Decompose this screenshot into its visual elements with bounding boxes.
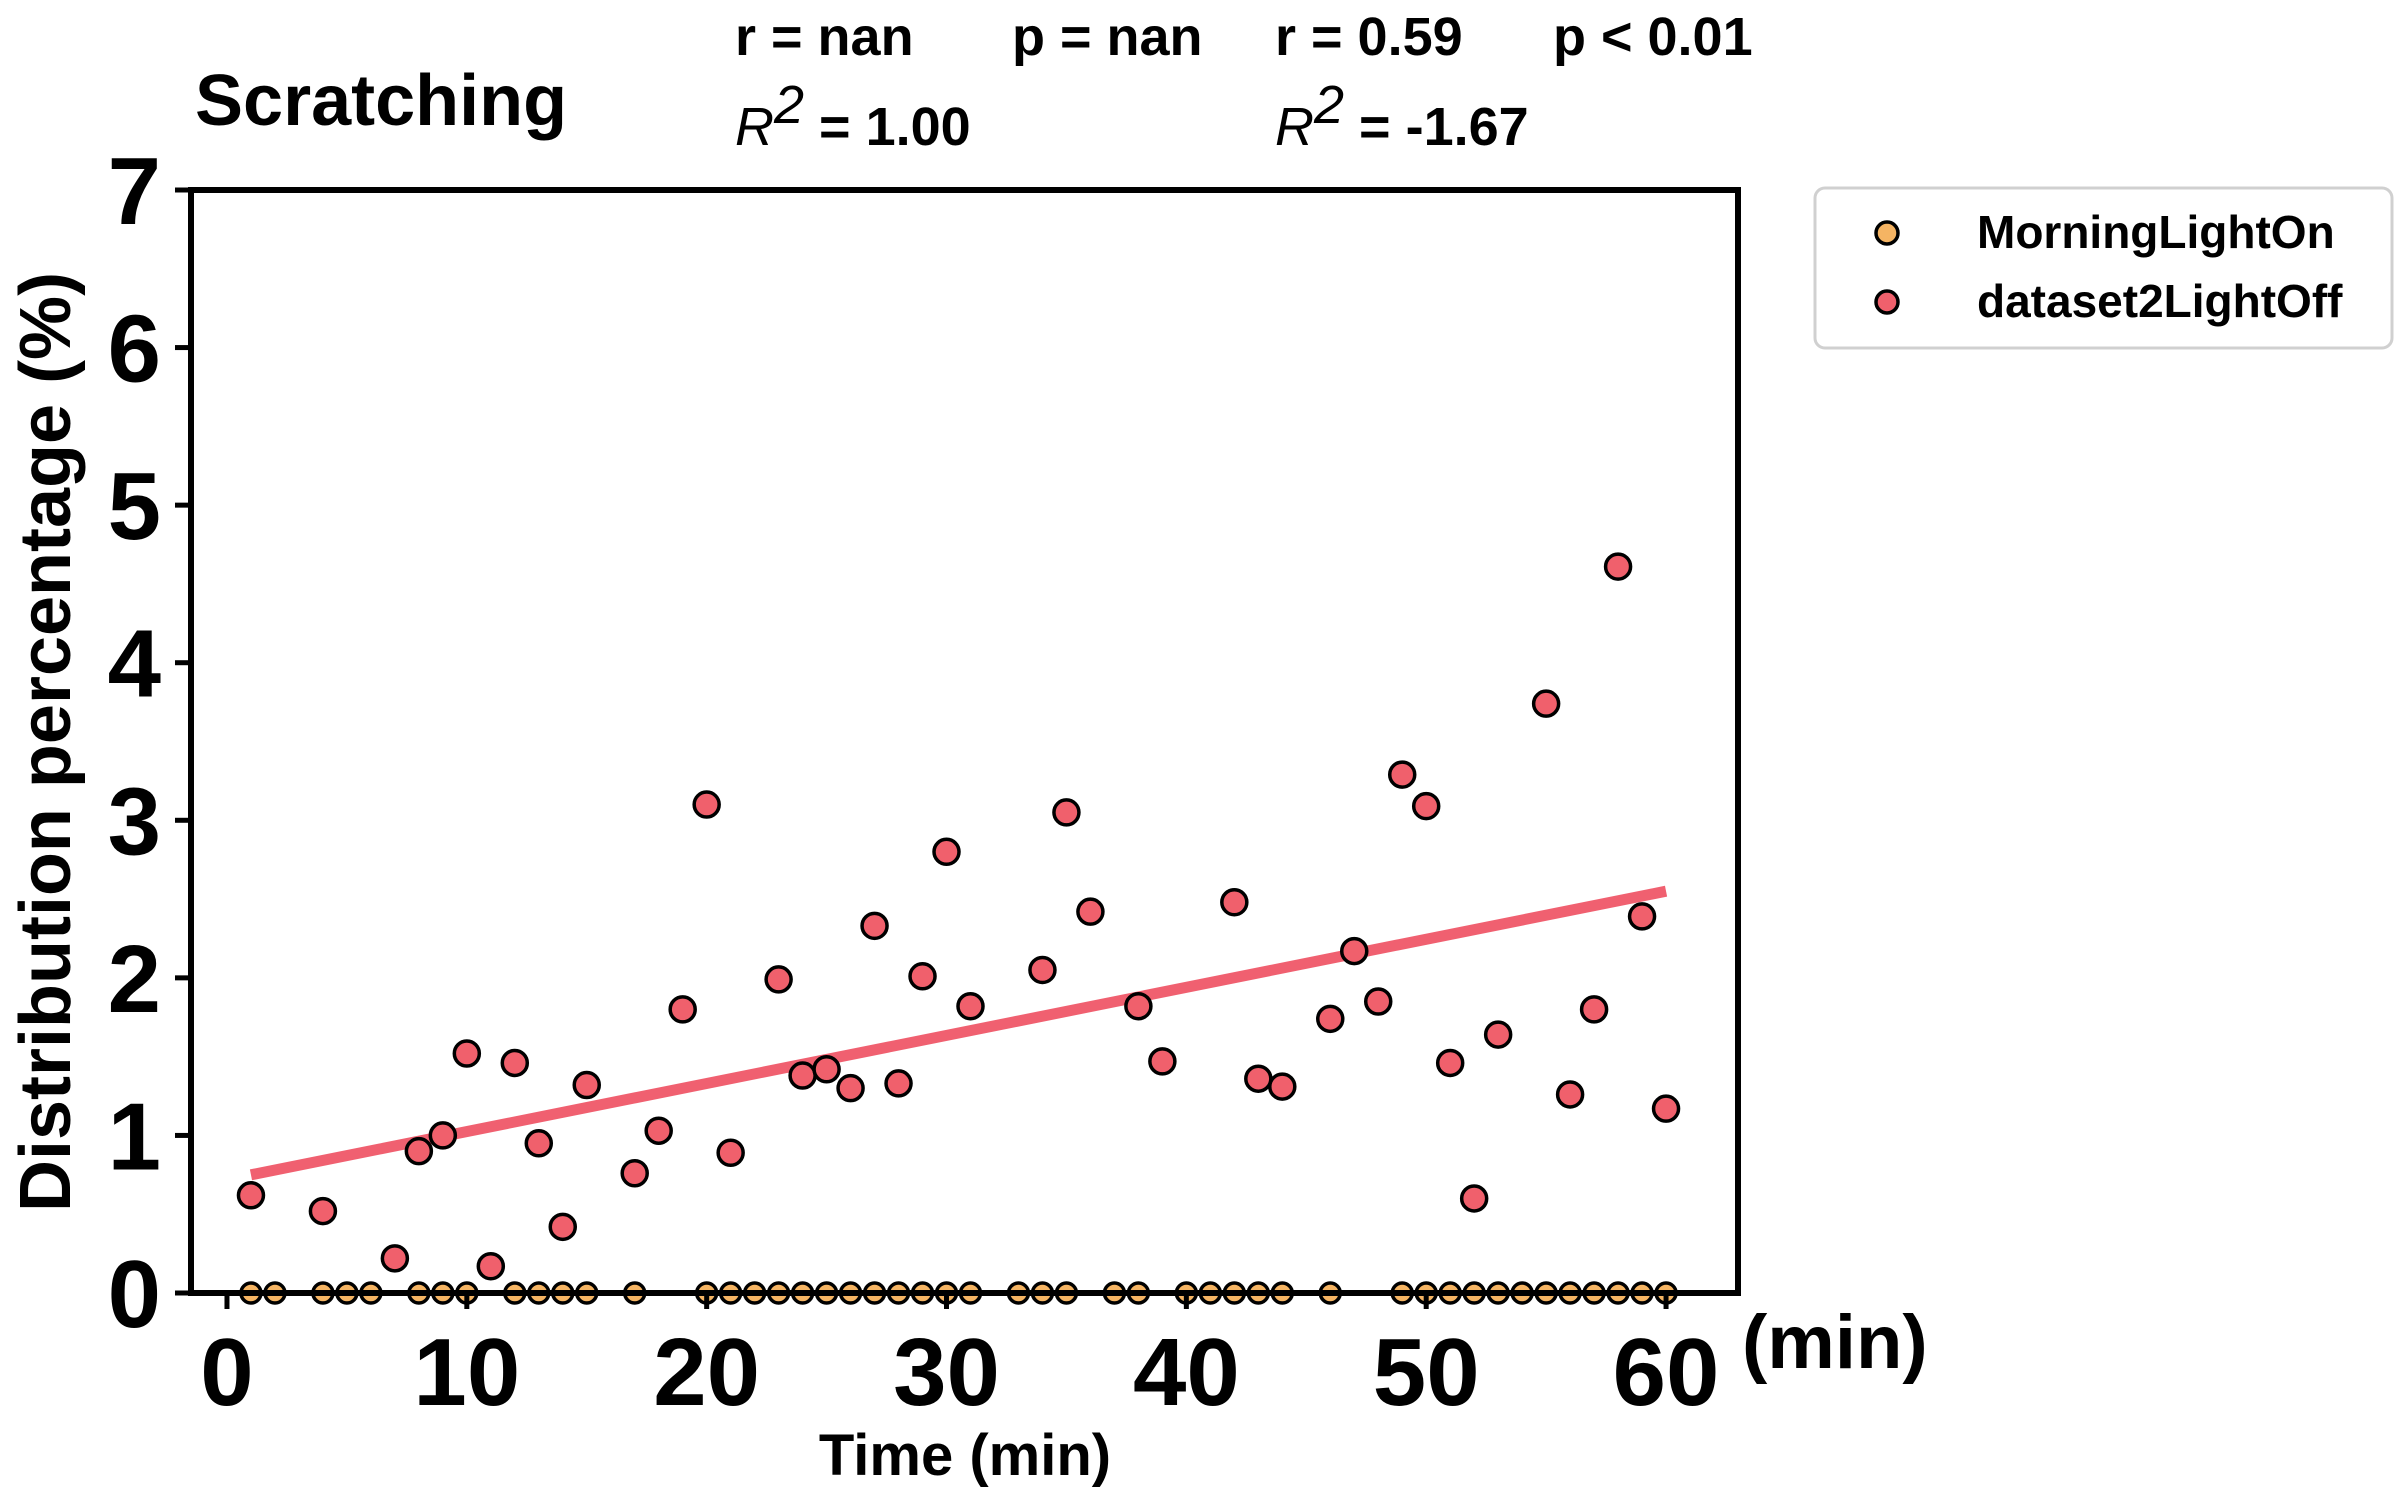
dataset2lightoff-point bbox=[956, 991, 985, 1021]
x-tick-label: 10 bbox=[413, 1319, 520, 1426]
dataset2lightoff-point bbox=[1555, 1080, 1585, 1109]
axis-ticks: 0 10 20 30 40 50 60 0 1 2 3 4 5 6 7 bbox=[108, 138, 1720, 1426]
dataset2lightoff-point bbox=[620, 1158, 649, 1188]
dataset2lightoff-point bbox=[1076, 897, 1105, 926]
series2-r-stat: r = 0.59 bbox=[1275, 7, 1463, 67]
dataset2lightoff-point bbox=[764, 965, 793, 994]
dataset2lightoff-point bbox=[1651, 1094, 1681, 1123]
series1-r2-symbol: R bbox=[735, 97, 774, 157]
x-axis-title: Time (min) bbox=[819, 1423, 1111, 1488]
series2-r2-symbol: R bbox=[1275, 97, 1314, 157]
legend-label-dataset2lightoff: dataset2LightOff bbox=[1977, 275, 2343, 327]
dataset2lightoff-point bbox=[812, 1054, 841, 1084]
dataset2lightoff-point bbox=[1244, 1064, 1273, 1093]
y-tick-label: 7 bbox=[108, 138, 161, 245]
x-unit-label: (min) bbox=[1742, 1300, 1928, 1385]
dataset2lightoff-point bbox=[1627, 902, 1657, 931]
dataset2lightoff-point bbox=[1579, 995, 1609, 1024]
legend-frame bbox=[1813, 186, 2394, 350]
y-tick-label: 1 bbox=[108, 1083, 161, 1190]
dataset2lightoff-point bbox=[932, 837, 961, 867]
series1-r2-value: = 1.00 bbox=[804, 97, 971, 157]
dataset2lightoff-point bbox=[1339, 936, 1369, 966]
dataset2lightoff-point bbox=[1268, 1072, 1297, 1101]
dataset2lightoff-point bbox=[1531, 689, 1561, 718]
x-tick-label: 50 bbox=[1373, 1319, 1480, 1426]
dataset2lightoff-point bbox=[1028, 955, 1057, 985]
series2-p-stat: p < 0.01 bbox=[1553, 7, 1753, 67]
dataset2lightoff-point bbox=[572, 1070, 601, 1100]
dataset2lightoff-point bbox=[1435, 1048, 1465, 1078]
x-tick-label: 20 bbox=[653, 1319, 760, 1426]
dataset2lightoff-point bbox=[908, 962, 937, 991]
dataset2lightoff-point bbox=[452, 1039, 482, 1068]
chart-title: Scratching bbox=[195, 61, 567, 141]
dataset2lightoff-point bbox=[1387, 760, 1417, 789]
dataset2lightoff-point bbox=[1220, 887, 1249, 917]
legend-marker-morninglighton bbox=[1874, 220, 1900, 246]
x-tick-label: 60 bbox=[1613, 1319, 1720, 1426]
dataset2lightoff-point bbox=[1483, 1020, 1513, 1049]
dataset2lightoff-point bbox=[236, 1181, 266, 1210]
series1-r-stat: r = nan bbox=[735, 7, 914, 67]
legend-marker-dataset2lightoff bbox=[1874, 289, 1900, 315]
dataset2lightoff-point bbox=[884, 1069, 913, 1098]
series1-p-stat: p = nan bbox=[1012, 7, 1203, 67]
dataset2lightoff-point bbox=[836, 1073, 865, 1103]
dataset2lightoff-point bbox=[1316, 1004, 1345, 1034]
dataset2lightoff-point bbox=[548, 1212, 578, 1242]
dataset2lightoff-point bbox=[500, 1048, 530, 1078]
series1-r2-exponent: 2 bbox=[773, 75, 804, 135]
dataset2lightoff-point bbox=[1363, 987, 1393, 1016]
dataset2lightoff-point bbox=[428, 1121, 458, 1150]
dataset2lightoff-point bbox=[644, 1116, 673, 1145]
legend-label-morninglighton: MorningLightOn bbox=[1977, 206, 2335, 258]
y-tick-label: 3 bbox=[108, 768, 161, 875]
series2-r2-value: = -1.67 bbox=[1344, 97, 1529, 157]
y-tick-label: 2 bbox=[108, 926, 161, 1033]
legend: MorningLightOn dataset2LightOff bbox=[1813, 186, 2394, 350]
x-tick-label: 0 bbox=[200, 1319, 253, 1426]
dataset2lightoff-point bbox=[1124, 991, 1153, 1021]
dataset2lightoff-point bbox=[692, 790, 721, 819]
dataset2lightoff-point bbox=[1459, 1184, 1489, 1213]
x-tick-label: 40 bbox=[1133, 1319, 1240, 1426]
dataset2lightoff-point bbox=[404, 1136, 434, 1166]
dataset2lightoff-point bbox=[1603, 552, 1633, 581]
dataset2lightoff-point bbox=[1148, 1047, 1177, 1076]
dataset2lightoff-point bbox=[860, 911, 889, 941]
dataset2lightoff-point bbox=[1052, 798, 1081, 827]
y-tick-label: 6 bbox=[108, 296, 161, 403]
data-marks bbox=[236, 552, 1681, 1305]
plot-frame bbox=[188, 187, 1741, 1296]
series2-r2-stat: R2 = -1.67 bbox=[1275, 75, 1529, 157]
dataset2lightoff-point bbox=[668, 995, 697, 1024]
dataset2lightoff-point bbox=[788, 1061, 817, 1090]
dataset2lightoff-point bbox=[308, 1196, 338, 1226]
y-tick-label: 0 bbox=[108, 1241, 161, 1348]
series1-r2-stat: R2 = 1.00 bbox=[735, 75, 971, 157]
series2-r2-exponent: 2 bbox=[1313, 75, 1344, 135]
dataset2lightoff-fit-line bbox=[249, 885, 1668, 1181]
x-tick-label: 30 bbox=[893, 1319, 1000, 1426]
dataset2lightoff-point bbox=[380, 1244, 410, 1273]
y-axis-title: Distribution percentage (%) bbox=[6, 272, 86, 1212]
dataset2lightoff-point bbox=[476, 1251, 506, 1281]
dataset2lightoff-point bbox=[524, 1129, 554, 1158]
dataset2lightoff-point bbox=[1411, 791, 1441, 821]
dataset2lightoff-point bbox=[716, 1138, 745, 1168]
y-tick-label: 5 bbox=[108, 453, 161, 560]
y-tick-label: 4 bbox=[108, 611, 161, 718]
